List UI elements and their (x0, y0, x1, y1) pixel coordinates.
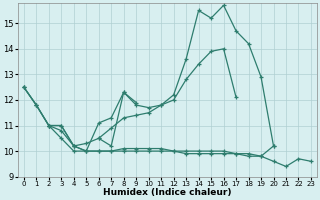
X-axis label: Humidex (Indice chaleur): Humidex (Indice chaleur) (103, 188, 232, 197)
